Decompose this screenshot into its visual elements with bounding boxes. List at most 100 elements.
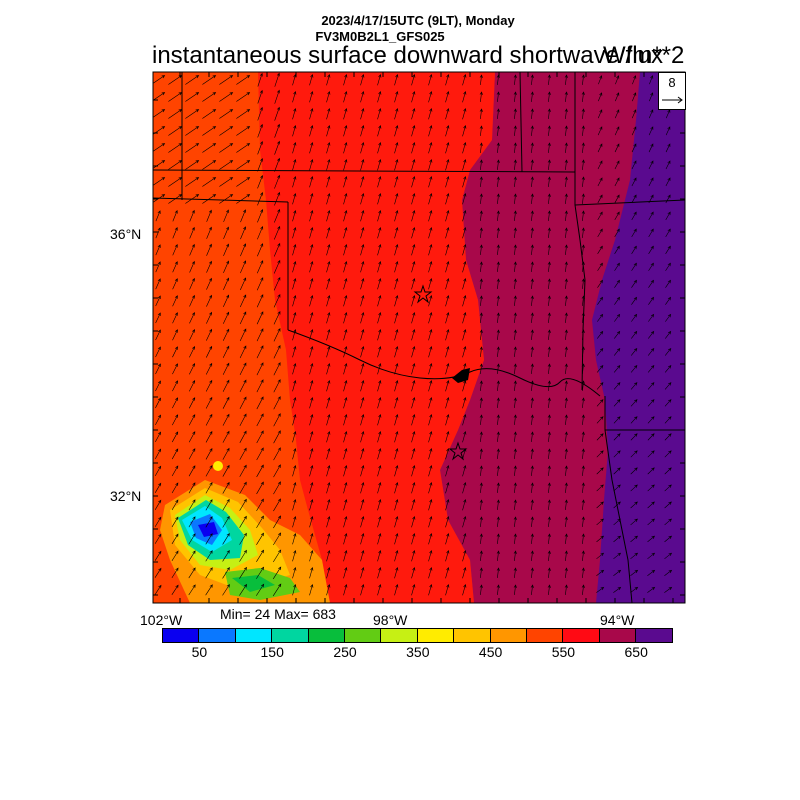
- wind-vector: [377, 567, 382, 579]
- wind-vector: [360, 482, 365, 494]
- wind-vector: [564, 499, 568, 511]
- wind-vector: [343, 176, 348, 188]
- wind-vector: [647, 399, 655, 407]
- wind-vector: [479, 516, 483, 528]
- wind-vector: [309, 312, 314, 324]
- wind-vector: [222, 567, 230, 579]
- wind-vector: [445, 261, 450, 273]
- wind-vector: [206, 243, 212, 256]
- wind-vector: [547, 397, 551, 409]
- wind-vector: [630, 586, 639, 593]
- wind-vector: [273, 225, 281, 240]
- wind-vector: [273, 464, 281, 478]
- wind-vector: [239, 294, 247, 308]
- wind-vector: [343, 380, 348, 392]
- wind-vector: [202, 143, 217, 153]
- wind-vector: [411, 414, 416, 426]
- wind-vector: [462, 346, 467, 358]
- reference-vector-arrow: [662, 96, 683, 104]
- wind-vector: [530, 584, 534, 596]
- wind-vector: [172, 380, 178, 392]
- colorbar-tick-label: 350: [406, 644, 430, 660]
- central-zone: [258, 72, 495, 603]
- wind-vector: [326, 193, 331, 205]
- wind-vector: [239, 498, 247, 511]
- wind-vector: [394, 295, 399, 307]
- wind-vector: [360, 397, 365, 409]
- wind-vector: [530, 278, 534, 290]
- wind-vector: [411, 312, 416, 324]
- wind-vector: [309, 244, 314, 256]
- wind-vector: [256, 481, 264, 495]
- wind-vector: [377, 550, 382, 562]
- wind-vector: [309, 142, 314, 154]
- wind-vector: [547, 74, 551, 85]
- wind-vector: [547, 261, 551, 273]
- wind-vector: [188, 465, 196, 477]
- wind-vector: [273, 276, 281, 291]
- wind-vector: [360, 142, 365, 154]
- wind-vector: [256, 260, 264, 274]
- wind-vector: [292, 584, 297, 596]
- wind-vector: [547, 584, 551, 596]
- wind-vector: [631, 228, 637, 238]
- wind-vector: [664, 433, 672, 441]
- wind-vector: [547, 278, 551, 290]
- wind-vector: [240, 226, 247, 240]
- wind-vector: [326, 465, 331, 477]
- unit-label: W/m**2: [603, 42, 685, 69]
- wind-vector: [547, 159, 551, 171]
- wind-vector: [462, 584, 467, 596]
- wind-vector: [665, 279, 671, 288]
- wind-vector: [630, 535, 639, 543]
- wind-vector: [171, 465, 179, 477]
- wind-vector: [326, 210, 331, 222]
- wind-vector: [309, 210, 314, 222]
- wind-vector: [581, 125, 585, 137]
- wind-vector: [631, 109, 637, 119]
- wind-vector: [154, 482, 162, 493]
- wind-vector: [581, 91, 585, 103]
- wind-vector: [547, 431, 551, 443]
- wind-vector: [223, 226, 229, 240]
- wind-vector: [630, 552, 639, 560]
- wind-vector: [219, 194, 234, 204]
- wind-vector: [547, 91, 551, 103]
- wind-vector: [343, 193, 348, 205]
- wind-vector: [564, 210, 568, 222]
- wind-vector: [205, 430, 213, 443]
- wind-vector: [205, 584, 213, 596]
- wind-vector: [428, 244, 433, 256]
- wind-vector: [664, 518, 672, 526]
- wind-vector: [428, 431, 433, 443]
- wind-vector: [614, 279, 620, 288]
- wind-vector: [664, 569, 673, 576]
- wind-vector: [185, 177, 200, 187]
- wind-vector: [411, 533, 416, 545]
- wind-vector: [664, 552, 673, 560]
- wind-vector: [292, 91, 297, 103]
- wind-vector: [188, 448, 196, 460]
- wind-vector: [239, 515, 247, 528]
- wind-vector: [547, 193, 551, 205]
- wind-vector: [309, 397, 314, 409]
- wind-vector: [185, 160, 200, 170]
- wind-vector: [188, 567, 196, 579]
- wind-vector: [309, 125, 314, 137]
- wind-vector: [219, 75, 234, 85]
- wind-vector: [513, 380, 517, 392]
- wind-vector: [411, 499, 416, 511]
- wind-vector: [185, 109, 200, 119]
- wind-vector: [292, 516, 297, 528]
- wind-vector: [564, 380, 568, 392]
- wind-vector: [445, 346, 450, 358]
- wind-vector: [189, 346, 195, 358]
- wind-vector: [188, 414, 196, 426]
- wind-vector: [547, 465, 551, 477]
- wind-vector: [219, 177, 234, 187]
- wind-vector: [377, 465, 382, 477]
- wind-vector: [309, 431, 314, 443]
- wind-vector: [172, 278, 178, 290]
- wind-vector: [292, 108, 297, 120]
- wind-vector: [292, 448, 297, 460]
